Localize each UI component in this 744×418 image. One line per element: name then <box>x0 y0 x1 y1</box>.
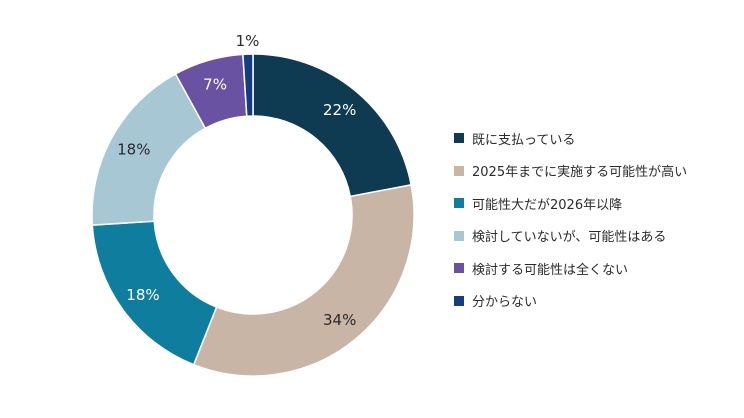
data-label: 1% <box>236 32 260 50</box>
legend-item: 分からない <box>454 293 739 310</box>
legend-swatch <box>454 295 464 306</box>
legend-swatch <box>454 133 464 143</box>
data-label: 22% <box>323 101 356 119</box>
data-label: 34% <box>323 311 356 329</box>
legend: 既に支払っている 2025年までに実施する可能性が高い 可能性大だが2026年以… <box>454 130 739 325</box>
legend-swatch <box>454 263 464 273</box>
legend-item: 可能性大だが2026年以降 <box>454 195 739 213</box>
donut-slice <box>242 53 254 117</box>
legend-label: 検討していないが、可能性はある <box>472 230 667 245</box>
data-label: 7% <box>203 75 227 93</box>
legend-label: 分からない <box>472 295 538 310</box>
donut-slice <box>192 183 415 377</box>
legend-item: 検討する可能性は全くない <box>454 260 739 278</box>
legend-label: 既に支払っている <box>472 132 576 148</box>
legend-label: 2025年までに実施する可能性が高い <box>472 165 688 180</box>
legend-label: 可能性大だが2026年以降 <box>472 197 623 213</box>
legend-item: 検討していないが、可能性はある <box>454 228 739 245</box>
donut-slice <box>252 53 413 198</box>
data-label: 18% <box>117 140 150 158</box>
legend-swatch <box>454 230 464 241</box>
legend-item: 2025年までに実施する可能性が高い <box>454 163 739 180</box>
data-label: 18% <box>126 286 159 304</box>
legend-item: 既に支払っている <box>454 130 739 148</box>
legend-label: 検討する可能性は全くない <box>472 262 629 278</box>
legend-swatch <box>454 198 464 208</box>
legend-swatch <box>454 165 464 176</box>
